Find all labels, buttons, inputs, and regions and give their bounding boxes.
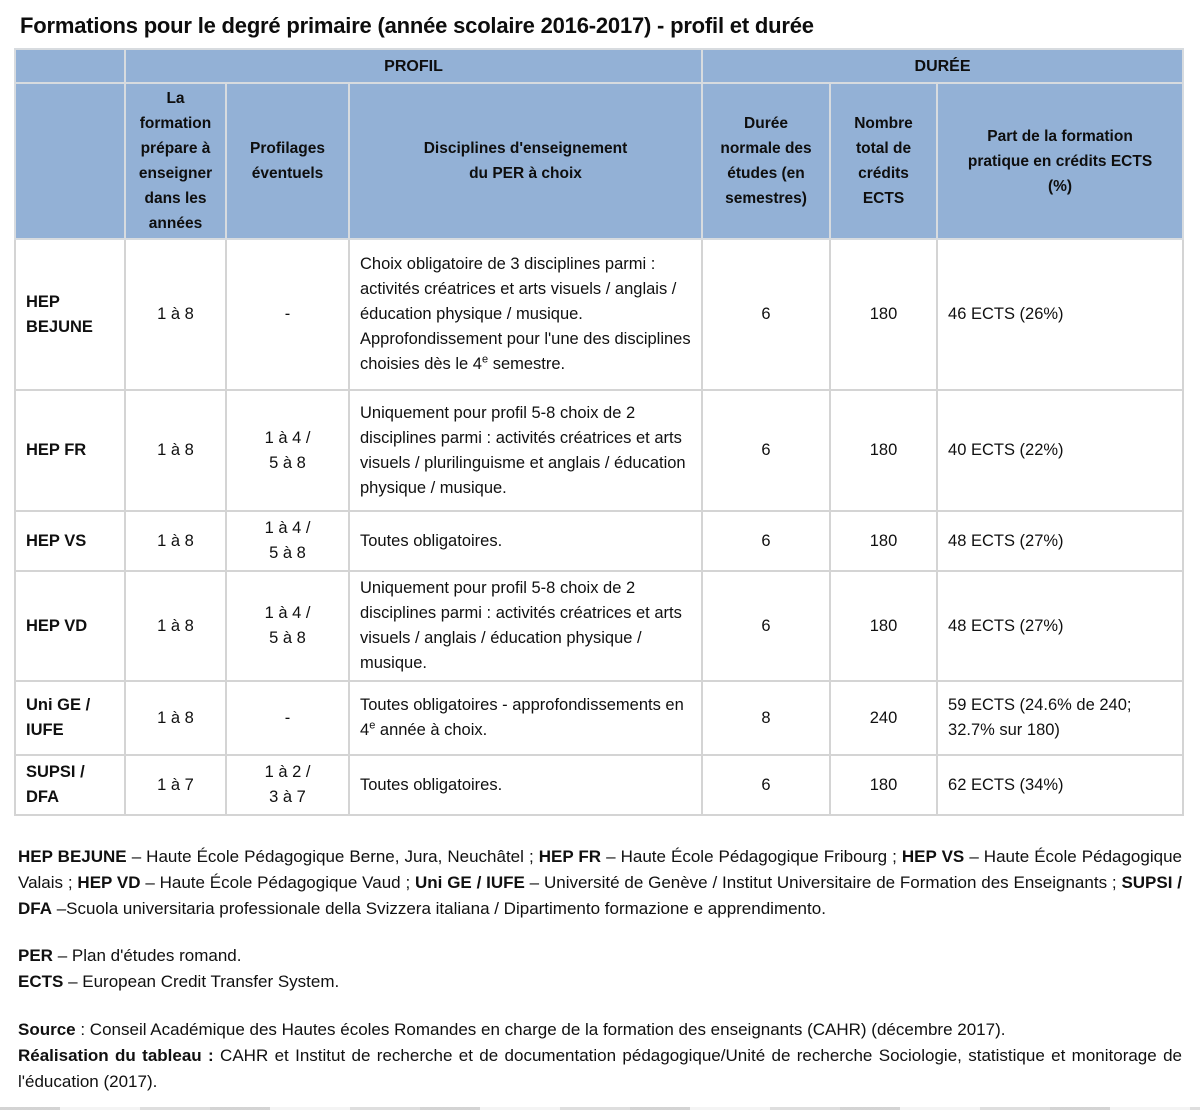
cell-institution: HEP VD <box>14 570 126 682</box>
header-col-duree-normale: Durée normale des études (en semestres) <box>701 82 832 240</box>
cell-profilages: 1 à 2 / 3 à 7 <box>225 754 350 816</box>
cell-semestres: 6 <box>701 389 832 512</box>
cell-annees: 1 à 8 <box>124 238 227 391</box>
footnote-source: Source : Conseil Académique des Hautes é… <box>18 1020 1006 1039</box>
cell-annees: 1 à 8 <box>124 510 227 572</box>
cell-annees: 1 à 8 <box>124 680 227 756</box>
cell-credits: 240 <box>829 680 939 756</box>
cell-credits: 180 <box>829 238 939 391</box>
cell-part-pratique: 48 ECTS (27%) <box>936 570 1185 682</box>
table-row-hep-vs: HEP VS 1 à 8 1 à 4 / 5 à 8 Toutes obliga… <box>14 510 1185 572</box>
footnote-abbreviations: HEP BEJUNE – Haute École Pédagogique Ber… <box>18 847 1182 918</box>
header-col-credits: Nombre total de crédits ECTS <box>829 82 939 240</box>
cell-semestres: 8 <box>701 680 832 756</box>
scan-edge-artifact <box>0 1107 1200 1110</box>
table-row-hep-fr: HEP FR 1 à 8 1 à 4 / 5 à 8 Uniquement po… <box>14 389 1185 512</box>
cell-credits: 180 <box>829 754 939 816</box>
cell-credits: 180 <box>829 570 939 682</box>
cell-profilages: - <box>225 238 350 391</box>
header-group-row: PROFIL DURÉE <box>14 48 1185 84</box>
footnote-ects: ECTS – European Credit Transfer System. <box>18 972 340 991</box>
cell-institution: HEP FR <box>14 389 126 512</box>
cell-disciplines: Toutes obligatoires - approfondissements… <box>347 680 704 756</box>
cell-disciplines: Toutes obligatoires. <box>347 754 704 816</box>
cell-part-pratique: 40 ECTS (22%) <box>936 389 1185 512</box>
header-col-disciplines: Disciplines d'enseignement du PER à choi… <box>347 82 704 240</box>
table-row-hep-bejune: HEP BEJUNE 1 à 8 - Choix obligatoire de … <box>14 238 1185 391</box>
cell-annees: 1 à 7 <box>124 754 227 816</box>
cell-institution: HEP BEJUNE <box>14 238 126 391</box>
cell-profilages: 1 à 4 / 5 à 8 <box>225 570 350 682</box>
footnote-realisation: Réalisation du tableau : CAHR et Institu… <box>18 1046 1182 1091</box>
cell-profilages: 1 à 4 / 5 à 8 <box>225 389 350 512</box>
cell-part-pratique: 59 ECTS (24.6% de 240; 32.7% sur 180) <box>936 680 1185 756</box>
table-row-supsi-dfa: SUPSI / DFA 1 à 7 1 à 2 / 3 à 7 Toutes o… <box>14 754 1185 816</box>
cell-part-pratique: 46 ECTS (26%) <box>936 238 1185 391</box>
cell-part-pratique: 62 ECTS (34%) <box>936 754 1185 816</box>
formations-table: PROFIL DURÉE La formation prépare à ense… <box>14 48 1185 816</box>
superscript-e: e <box>482 353 489 366</box>
cell-credits: 180 <box>829 389 939 512</box>
header-columns-row: La formation prépare à enseigner dans le… <box>14 82 1185 240</box>
header-blank-cell <box>14 82 126 240</box>
cell-profilages: 1 à 4 / 5 à 8 <box>225 510 350 572</box>
cell-disciplines: Uniquement pour profil 5-8 choix de 2 di… <box>347 389 704 512</box>
header-col-annees: La formation prépare à enseigner dans le… <box>124 82 227 240</box>
cell-disciplines: Uniquement pour profil 5-8 choix de 2 di… <box>347 570 704 682</box>
superscript-e: e <box>369 719 376 732</box>
page-title: Formations pour le degré primaire (année… <box>20 13 814 38</box>
header-group-profil: PROFIL <box>123 48 704 84</box>
header-col-profilages: Profilages éventuels <box>225 82 350 240</box>
cell-annees: 1 à 8 <box>124 389 227 512</box>
cell-institution: HEP VS <box>14 510 126 572</box>
cell-semestres: 6 <box>701 754 832 816</box>
cell-credits: 180 <box>829 510 939 572</box>
cell-annees: 1 à 8 <box>124 570 227 682</box>
header-group-duree: DURÉE <box>701 48 1185 84</box>
cell-semestres: 6 <box>701 510 832 572</box>
cell-profilages: - <box>225 680 350 756</box>
footnote-per: PER – Plan d'études romand. <box>18 946 242 965</box>
cell-disciplines: Choix obligatoire de 3 disciplines parmi… <box>347 238 704 391</box>
cell-institution: SUPSI / DFA <box>14 754 126 816</box>
header-col-part-pratique: Part de la formation pratique en crédits… <box>936 82 1185 240</box>
cell-semestres: 6 <box>701 238 832 391</box>
table-row-hep-vd: HEP VD 1 à 8 1 à 4 / 5 à 8 Uniquement po… <box>14 570 1185 682</box>
table-row-uni-ge-iufe: Uni GE / IUFE 1 à 8 - Toutes obligatoire… <box>14 680 1185 756</box>
header-blank-cell <box>14 48 126 84</box>
footnotes-section: HEP BEJUNE – Haute École Pédagogique Ber… <box>18 844 1182 1095</box>
cell-part-pratique: 48 ECTS (27%) <box>936 510 1185 572</box>
cell-semestres: 6 <box>701 570 832 682</box>
cell-institution: Uni GE / IUFE <box>14 680 126 756</box>
cell-disciplines: Toutes obligatoires. <box>347 510 704 572</box>
